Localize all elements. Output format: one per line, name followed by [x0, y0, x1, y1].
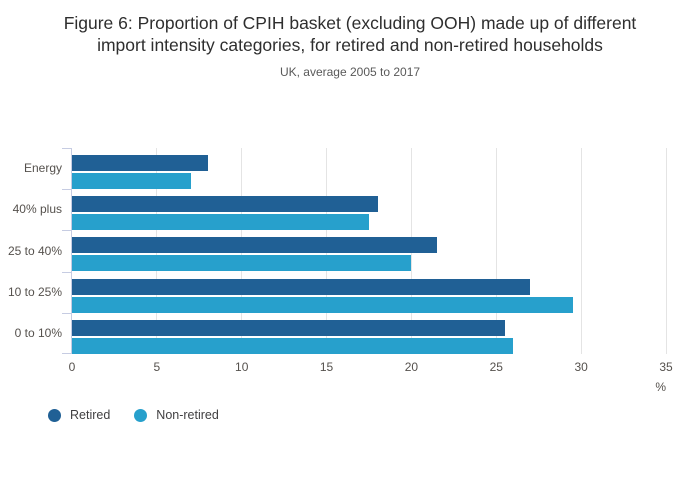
legend-item-non-retired: Non-retired — [134, 408, 219, 422]
x-tick-label-5: 5 — [153, 360, 161, 374]
figure-subtitle: UK, average 2005 to 2017 — [279, 65, 421, 79]
y-axis-tick — [62, 230, 71, 231]
bar-non-retired-25-to-40 — [72, 255, 412, 272]
figure-title-line2: import intensity categories, for retired… — [97, 35, 603, 55]
legend: Retired Non-retired — [48, 408, 219, 422]
x-tick-label-20: 20 — [404, 360, 419, 374]
category-label-10-to-25: 10 to 25% — [7, 284, 62, 299]
x-tick-label-10: 10 — [235, 360, 249, 374]
plot-area — [62, 148, 667, 354]
bar-non-retired-10-to-25 — [72, 296, 573, 313]
legend-item-retired: Retired — [48, 408, 110, 422]
bar-non-retired-0-to-10 — [72, 337, 514, 354]
bar-retired-energy — [72, 155, 208, 171]
y-axis-tick — [62, 189, 71, 190]
x-tick-label-15: 15 — [319, 360, 334, 374]
x-tick-label-25: 25 — [489, 360, 503, 374]
category-label-40-plus: 40% plus — [12, 202, 62, 217]
y-axis-tick — [62, 272, 71, 273]
legend-swatch-non-retired — [134, 408, 148, 422]
x-axis-unit-label: % — [655, 380, 666, 394]
category-label-energy: Energy — [23, 161, 62, 176]
figure-title-line1: Figure 6: Proportion of CPIH basket (exc… — [63, 13, 637, 33]
gridline-30 — [580, 148, 582, 354]
gridline-35 — [665, 148, 667, 354]
x-tick-label-0: 0 — [68, 360, 76, 374]
bar-non-retired-40-plus — [72, 214, 369, 231]
y-axis-line — [71, 148, 72, 354]
x-tick-label-35: 35 — [659, 360, 673, 374]
legend-label-retired: Retired — [70, 408, 111, 422]
y-axis-tick — [62, 148, 71, 149]
bar-retired-40-plus — [72, 196, 378, 213]
bar-retired-10-to-25 — [72, 278, 531, 295]
y-axis-tick — [62, 313, 71, 314]
category-label-0-to-10: 0 to 10% — [14, 325, 62, 340]
y-axis-tick — [62, 353, 71, 354]
bar-retired-25-to-40 — [72, 237, 437, 254]
bar-retired-0-to-10 — [72, 319, 505, 336]
legend-label-non-retired: Non-retired — [156, 408, 219, 422]
legend-swatch-retired — [48, 408, 61, 422]
category-label-25-to-40: 25 to 40% — [7, 243, 62, 258]
x-tick-label-30: 30 — [574, 360, 588, 374]
gridline-25 — [495, 148, 497, 354]
figure-header: Figure 6: Proportion of CPIH basket (exc… — [0, 0, 700, 79]
bar-non-retired-energy — [72, 173, 191, 189]
